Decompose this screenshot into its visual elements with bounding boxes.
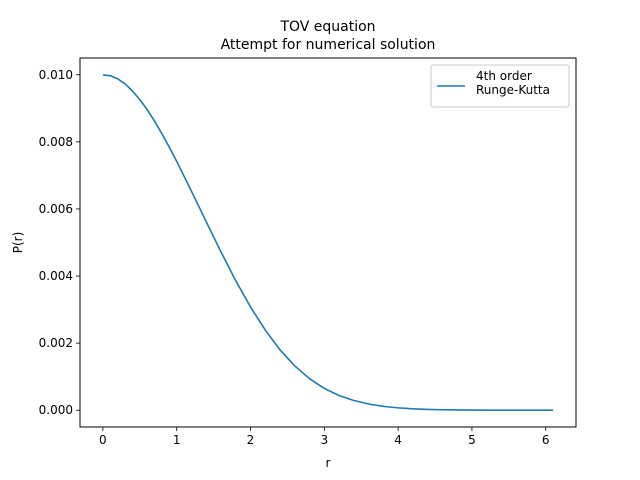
legend-label-line: Runge-Kutta <box>476 83 550 97</box>
legend: 4th order Runge-Kutta <box>430 64 570 108</box>
legend-label: 4th order Runge-Kutta <box>476 69 550 97</box>
x-tick-label: 3 <box>320 433 328 447</box>
legend-label-line: 4th order <box>476 69 532 83</box>
series-layer <box>102 73 554 412</box>
x-axis-ticks: 0 1 2 3 4 5 6 <box>99 427 550 447</box>
x-tick-label: 4 <box>394 433 402 447</box>
chart-subtitle-line: Attempt for numerical solution <box>221 37 436 53</box>
y-axis-ticks: 0.000 0.002 0.004 0.006 0.008 0.010 <box>39 68 80 417</box>
x-tick-label: 2 <box>247 433 255 447</box>
chart-title-line: TOV equation <box>279 19 375 35</box>
y-tick-label: 0.010 <box>39 68 73 82</box>
y-tick-label: 0.008 <box>39 135 73 149</box>
legend-box <box>430 64 570 108</box>
y-tick-label: 0.006 <box>39 202 73 216</box>
x-tick-label: 0 <box>99 433 107 447</box>
y-tick-label: 0.004 <box>39 269 73 283</box>
chart-title: TOV equation Attempt for numerical solut… <box>221 19 436 53</box>
y-axis-label: P(r) <box>11 232 25 254</box>
x-tick-label: 1 <box>173 433 181 447</box>
x-axis-label: r <box>326 456 331 470</box>
x-tick-label: 5 <box>468 433 476 447</box>
axes-frame <box>79 57 577 428</box>
y-tick-label: 0.002 <box>39 336 73 350</box>
y-tick-label: 0.000 <box>39 403 73 417</box>
series-line <box>102 73 554 412</box>
x-tick-label: 6 <box>542 433 550 447</box>
